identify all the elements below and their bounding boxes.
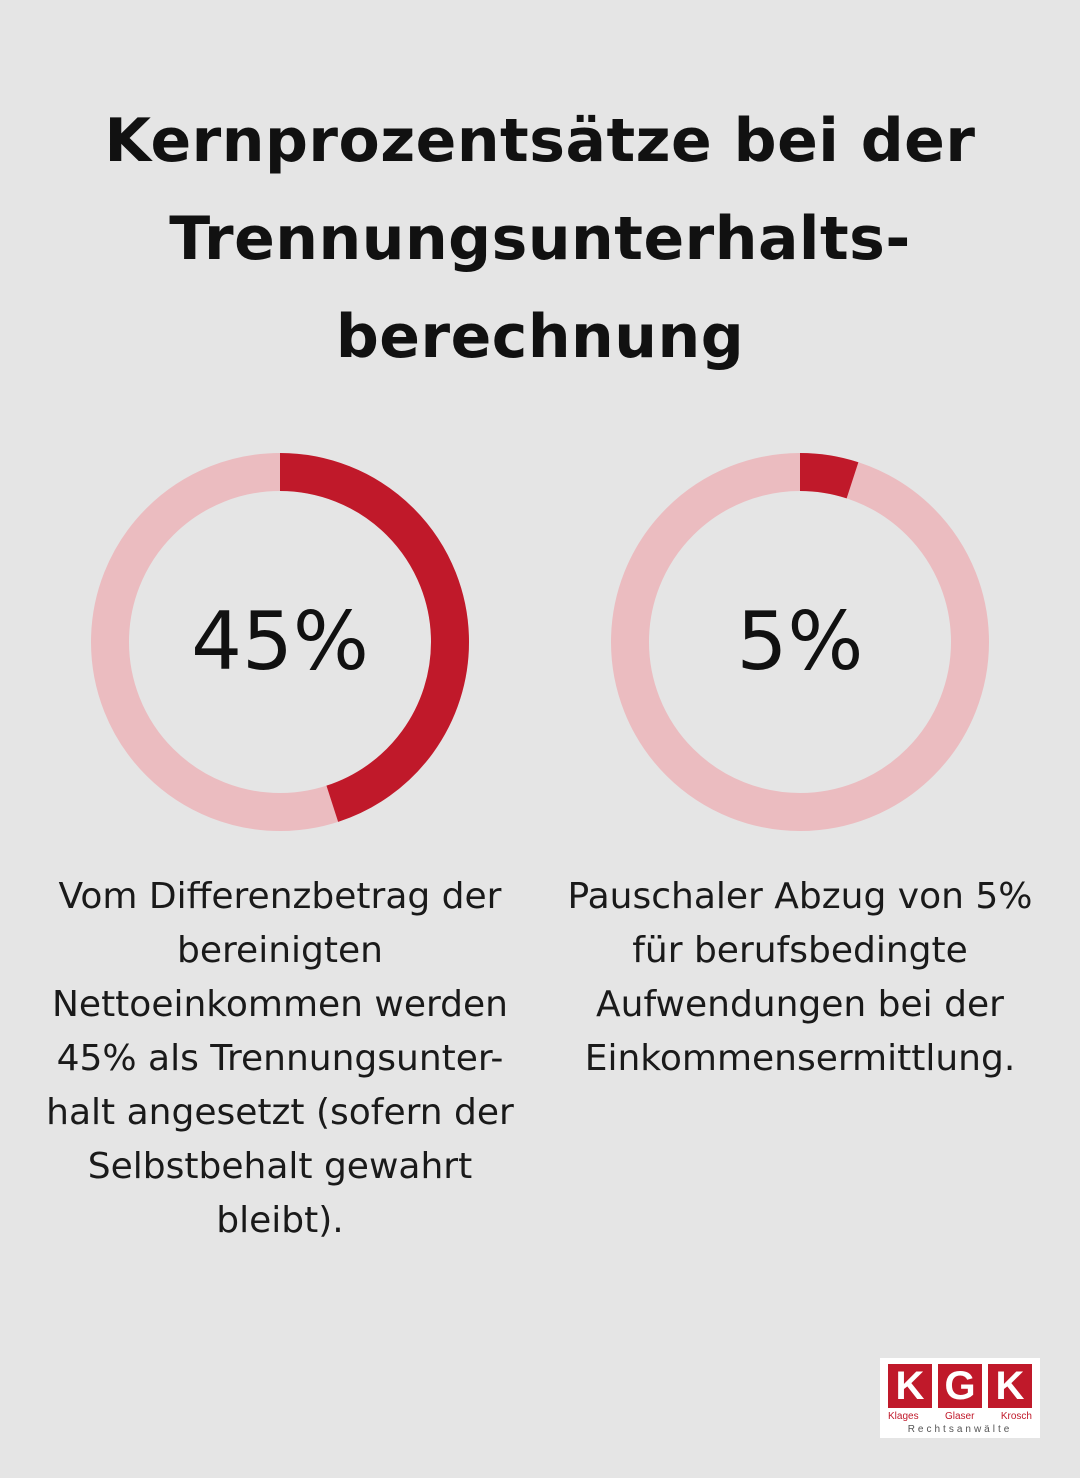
description-45-line: 45% als Trennungsunter- <box>56 1038 504 1079</box>
donut-value-45: 45% <box>191 595 369 688</box>
logo-letter-k2: K <box>988 1364 1032 1408</box>
title-line-1: Kernprozentsätze bei der <box>104 106 976 176</box>
donut-chart-5: 5% <box>610 452 990 832</box>
description-45-line: Selbstbehalt gewahrt <box>87 1146 473 1187</box>
title-line-2: Trennungsunterhalts- <box>169 204 911 274</box>
donut-value-5: 5% <box>736 595 864 688</box>
description-5: Pauschaler Abzug von 5% für berufsbeding… <box>560 870 1040 1086</box>
description-5-line: Pauschaler Abzug von 5% <box>567 876 1033 917</box>
logo-letter-k1: K <box>888 1364 932 1408</box>
donut-svg-5 <box>611 453 989 831</box>
title-line-3: berechnung <box>335 302 745 372</box>
logo-letter-g: G <box>938 1364 982 1408</box>
description-5-line: für berufsbedingte <box>632 930 968 971</box>
description-45-line: bleibt). <box>216 1200 344 1241</box>
description-45-line: Nettoeinkommen werden <box>51 984 508 1025</box>
logo-name-glaser: Glaser <box>945 1411 975 1422</box>
donut-arc-45 <box>91 453 469 831</box>
logo-letters: K G K <box>880 1358 1040 1410</box>
page-title: Kernprozentsätze bei der Trennungsunterh… <box>40 92 1040 386</box>
kgk-logo: K G K Klages Glaser Krosch Rechtsanwälte <box>880 1358 1040 1438</box>
donut-chart-45: 45% <box>90 452 470 832</box>
description-45-line: bereinigten <box>177 930 383 971</box>
description-45: Vom Differenzbetrag der bereinigten Nett… <box>40 870 520 1248</box>
logo-name-klages: Klages <box>888 1411 919 1422</box>
donut-arc-5 <box>611 453 989 831</box>
logo-names: Klages Glaser Krosch <box>880 1410 1040 1423</box>
description-5-line: Aufwendungen bei der <box>596 984 1004 1025</box>
description-45-line: halt angesetzt (sofern der <box>46 1092 514 1133</box>
description-5-line: Einkommensermittlung. <box>584 1038 1016 1079</box>
donut-svg-45 <box>91 453 469 831</box>
logo-subtitle: Rechtsanwälte <box>907 1424 1013 1435</box>
description-45-line: Vom Differenzbetrag der <box>58 876 502 917</box>
logo-name-krosch: Krosch <box>1000 1411 1032 1422</box>
